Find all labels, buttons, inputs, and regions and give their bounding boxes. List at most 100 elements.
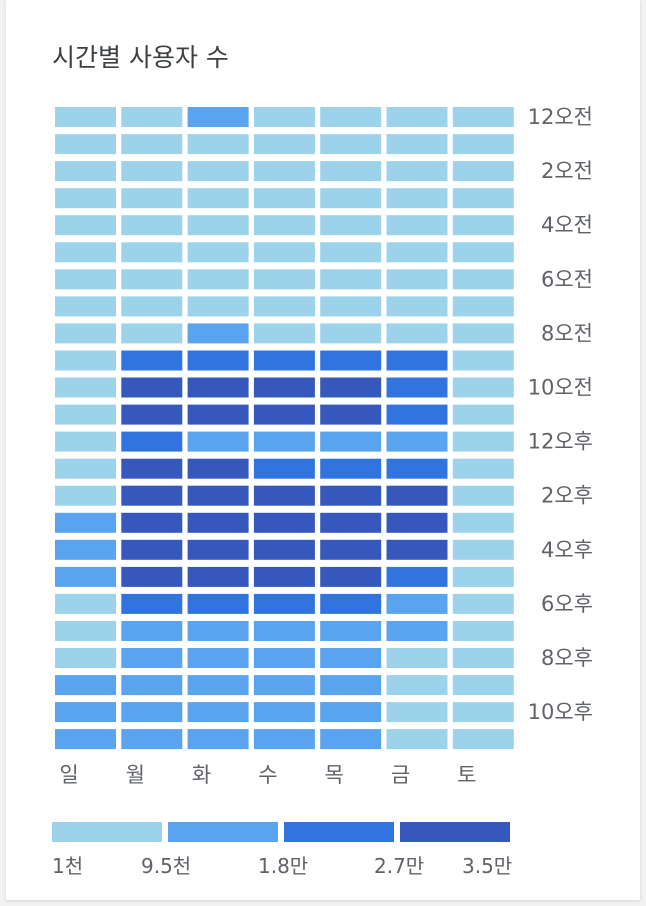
heatmap-cell[interactable]: [253, 648, 315, 668]
heatmap-cell[interactable]: [320, 593, 382, 614]
heatmap-cell[interactable]: [386, 512, 448, 533]
heatmap-cell[interactable]: [55, 648, 116, 668]
heatmap-cell[interactable]: [55, 621, 116, 641]
heatmap-cell[interactable]: [253, 134, 315, 155]
heatmap-cell[interactable]: [187, 729, 249, 750]
heatmap-cell[interactable]: [452, 323, 514, 344]
heatmap-cell[interactable]: [55, 593, 116, 614]
heatmap-cell[interactable]: [121, 404, 183, 425]
heatmap-cell[interactable]: [452, 675, 514, 696]
heatmap-cell[interactable]: [187, 539, 249, 560]
heatmap-cell[interactable]: [253, 621, 315, 641]
heatmap-cell[interactable]: [121, 107, 183, 127]
heatmap-cell[interactable]: [253, 458, 315, 479]
heatmap-cell[interactable]: [320, 702, 382, 723]
heatmap-cell[interactable]: [121, 188, 183, 209]
heatmap-cell[interactable]: [187, 648, 249, 668]
heatmap-cell[interactable]: [55, 729, 116, 750]
heatmap-cell[interactable]: [121, 296, 183, 317]
heatmap-cell[interactable]: [55, 485, 116, 506]
heatmap-cell[interactable]: [55, 188, 116, 209]
heatmap-cell[interactable]: [187, 161, 249, 182]
heatmap-cell[interactable]: [55, 512, 116, 533]
heatmap-cell[interactable]: [320, 485, 382, 506]
heatmap-cell[interactable]: [121, 621, 183, 641]
heatmap-cell[interactable]: [320, 161, 382, 182]
heatmap-cell[interactable]: [386, 621, 448, 641]
heatmap-cell[interactable]: [386, 675, 448, 696]
heatmap-cell[interactable]: [320, 512, 382, 533]
heatmap-cell[interactable]: [320, 242, 382, 263]
heatmap-cell[interactable]: [452, 431, 514, 452]
heatmap-cell[interactable]: [55, 458, 116, 479]
heatmap-cell[interactable]: [452, 485, 514, 506]
heatmap-cell[interactable]: [187, 512, 249, 533]
heatmap-cell[interactable]: [187, 485, 249, 506]
heatmap-cell[interactable]: [386, 648, 448, 668]
heatmap-cell[interactable]: [55, 566, 116, 587]
heatmap-cell[interactable]: [320, 675, 382, 696]
heatmap-cell[interactable]: [386, 702, 448, 723]
heatmap-cell[interactable]: [386, 269, 448, 290]
heatmap-cell[interactable]: [121, 350, 183, 371]
heatmap-cell[interactable]: [452, 729, 514, 750]
heatmap-cell[interactable]: [121, 242, 183, 263]
heatmap-cell[interactable]: [55, 134, 116, 155]
heatmap-cell[interactable]: [386, 377, 448, 398]
heatmap-cell[interactable]: [187, 350, 249, 371]
heatmap-cell[interactable]: [320, 648, 382, 668]
heatmap-cell[interactable]: [55, 377, 116, 398]
heatmap-cell[interactable]: [452, 377, 514, 398]
heatmap-cell[interactable]: [253, 431, 315, 452]
heatmap-cell[interactable]: [320, 269, 382, 290]
heatmap-cell[interactable]: [187, 377, 249, 398]
heatmap-cell[interactable]: [187, 107, 249, 127]
heatmap-cell[interactable]: [452, 512, 514, 533]
heatmap-cell[interactable]: [452, 458, 514, 479]
heatmap-cell[interactable]: [320, 296, 382, 317]
heatmap-cell[interactable]: [253, 539, 315, 560]
heatmap-cell[interactable]: [386, 593, 448, 614]
heatmap-cell[interactable]: [121, 215, 183, 236]
heatmap-cell[interactable]: [121, 377, 183, 398]
heatmap-cell[interactable]: [121, 593, 183, 614]
heatmap-cell[interactable]: [320, 566, 382, 587]
heatmap-cell[interactable]: [187, 296, 249, 317]
heatmap-cell[interactable]: [253, 729, 315, 750]
heatmap-cell[interactable]: [320, 134, 382, 155]
heatmap-cell[interactable]: [121, 648, 183, 668]
heatmap-cell[interactable]: [452, 350, 514, 371]
heatmap-cell[interactable]: [55, 242, 116, 263]
heatmap-cell[interactable]: [253, 242, 315, 263]
heatmap-cell[interactable]: [320, 621, 382, 641]
heatmap-cell[interactable]: [253, 485, 315, 506]
heatmap-cell[interactable]: [386, 458, 448, 479]
heatmap-cell[interactable]: [320, 377, 382, 398]
heatmap-cell[interactable]: [253, 161, 315, 182]
heatmap-cell[interactable]: [121, 269, 183, 290]
heatmap-cell[interactable]: [187, 621, 249, 641]
heatmap-cell[interactable]: [253, 107, 315, 127]
heatmap-cell[interactable]: [187, 242, 249, 263]
heatmap-cell[interactable]: [253, 593, 315, 614]
heatmap-cell[interactable]: [386, 539, 448, 560]
heatmap-cell[interactable]: [452, 296, 514, 317]
heatmap-cell[interactable]: [386, 431, 448, 452]
heatmap-cell[interactable]: [320, 431, 382, 452]
heatmap-cell[interactable]: [386, 323, 448, 344]
heatmap-cell[interactable]: [320, 323, 382, 344]
heatmap-cell[interactable]: [386, 188, 448, 209]
heatmap-cell[interactable]: [187, 702, 249, 723]
heatmap-cell[interactable]: [253, 215, 315, 236]
heatmap-cell[interactable]: [121, 161, 183, 182]
heatmap-cell[interactable]: [187, 188, 249, 209]
heatmap-cell[interactable]: [187, 269, 249, 290]
heatmap-cell[interactable]: [253, 566, 315, 587]
heatmap-cell[interactable]: [386, 729, 448, 750]
heatmap-cell[interactable]: [121, 134, 183, 155]
heatmap-cell[interactable]: [55, 702, 116, 723]
heatmap-cell[interactable]: [55, 296, 116, 317]
heatmap-cell[interactable]: [121, 566, 183, 587]
heatmap-cell[interactable]: [320, 404, 382, 425]
heatmap-cell[interactable]: [386, 404, 448, 425]
